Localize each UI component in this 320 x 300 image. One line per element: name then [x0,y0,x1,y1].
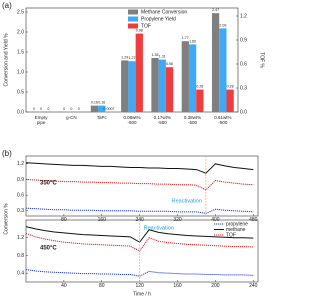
data-label: 1.31 [159,55,166,59]
bar [151,58,159,112]
panel-label: (b) [2,149,12,158]
data-label: 0 [33,107,35,111]
legend-label: methane [226,227,246,233]
figure: 0.0 0.5 1.0 1.5 2.0 2.5 (a) 0.0 0.3 0.6 0.9 1.2 Conv… [2,1,265,297]
legend-label: TOF [141,23,151,29]
y-tick-label: 0.5 [17,89,24,95]
condition-label: 450°C [40,245,57,251]
panel-label: (a) [2,1,12,10]
condition-label: 350°C [40,181,57,187]
x-tick-label: 0.38wt% -500 [183,115,202,125]
x-axis-label: Time / h [133,291,151,297]
bar [211,13,220,113]
data-label: 1.77 [182,36,189,40]
x-tick-label: 160 [173,283,182,289]
y2-tick-label: 0.6 [240,61,247,67]
y2-tick-label: 1.2 [240,13,247,19]
y-tick-label: 0.3 [17,208,24,214]
data-label: 1.35 [152,53,159,57]
bar [98,105,106,112]
x-tick-label: 120 [135,283,144,289]
x-tick-label: g-CN [66,115,77,120]
y-tick-label: 0.9 [17,177,24,183]
plot-frame [25,155,259,217]
line-series [25,162,254,174]
x-tick-label: TaPc [96,115,107,120]
bar [135,33,143,112]
bar [128,61,136,112]
data-label: 2.47 [212,8,219,12]
x-tick-label: 0.17wt% -500 [153,115,171,125]
bar [90,105,99,112]
y2-tick-label: 0.3 [240,85,247,91]
legend-label: Propylene Yield [141,16,176,22]
y-tick-label: 1.0 [17,69,24,75]
bar [181,41,189,113]
data-label: 1.29 [121,55,128,59]
x-tick-label: 240 [249,283,258,289]
x-tick-label: 200 [211,283,220,289]
bar [165,67,174,112]
x-tick-label: 0.08wt% -500 [123,115,141,125]
bar [121,60,129,112]
data-label: 0.98 [136,29,143,33]
y-axis-label: Conversion % [3,203,9,235]
legend-label: TOF [226,232,236,238]
legend-swatch [128,23,138,29]
data-label: 0.28 [196,85,203,89]
y-tick-label: 2.0 [17,29,24,35]
y-tick-label: 0.8 [17,253,24,259]
line-series [25,269,254,277]
y-tick-label: 0.0 [17,109,24,115]
data-label: 0.56 [166,62,173,66]
data-label: 1.27 [129,56,136,60]
bar [226,89,234,112]
legend-swatch [128,9,138,15]
legend-label: Methane Conversion [141,9,187,15]
data-label: 0.16 [91,101,98,105]
data-label: 0.28 [227,85,234,89]
bar [196,89,204,112]
x-tick-label: 0.61wt% -500 [214,115,232,125]
y-tick-label: 2.5 [17,9,24,15]
y2-axis-label: TOF % [259,52,265,68]
data-label: 1.69 [189,39,196,43]
y2-tick-label: 0.9 [240,37,247,43]
y-axis-label: Conversion and Yield % [3,33,9,87]
legend-label: propylene [226,221,248,227]
chart: 0.0 0.5 1.0 1.5 2.0 2.5 (a) 0.0 0.3 0.6 0.9 1.2 Conv… [2,1,265,297]
bar [188,44,197,112]
legend-swatch [128,16,138,22]
data-label: 0 [70,107,72,111]
y2-tick-label: 0.0 [240,109,247,115]
reactivation-label: Reactivation [144,225,174,231]
data-label: 2.09 [219,23,226,27]
line-series [25,207,254,214]
data-label: 0 [78,107,80,111]
x-tick-label: Empty pipe [34,115,48,125]
y-tick-label: 1.5 [17,49,24,55]
reactivation-label: Reactivation [172,198,202,204]
data-label: 0 [63,107,65,111]
bar [158,59,166,112]
x-tick-label: 80 [99,283,105,289]
line-series [25,178,254,191]
y-tick-label: 1.2 [17,235,24,241]
y-tick-label: 0.6 [17,192,24,198]
y-tick-label: 1.2 [17,161,24,167]
data-label: 0.0007 [103,107,114,111]
x-tick-label: 40 [61,283,67,289]
data-label: 0 [40,107,42,111]
data-label: 0.16 [98,101,105,105]
plot-frame [25,219,259,283]
bar [219,28,227,112]
y-tick-label: 0.4 [17,270,24,276]
data-label: 0 [47,107,49,111]
